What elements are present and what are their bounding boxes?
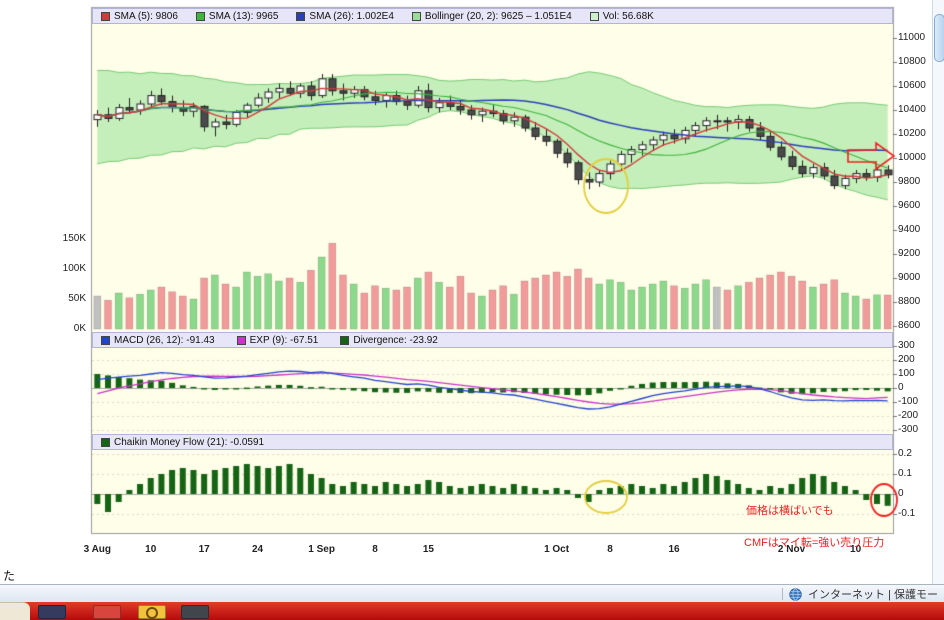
volume-swatch-icon (589, 11, 599, 21)
scrollbar-thumb[interactable] (934, 14, 944, 62)
legend-item-sma13: SMA (13): 9965 (195, 10, 279, 22)
sma26-swatch-icon (296, 11, 306, 21)
taskbar-icon-4[interactable] (181, 605, 209, 619)
macd-swatch-icon (101, 335, 110, 345)
vertical-scrollbar[interactable] (932, 0, 944, 584)
bollinger-swatch-icon (411, 11, 421, 21)
volume-legend-label: Vol: 56.68K (602, 10, 654, 22)
price-panel-legend: SMA (5): 9806 SMA (13): 9965 SMA (26): 1… (92, 8, 893, 24)
taskbar (0, 602, 944, 620)
legend-item-sma26: SMA (26): 1.002E4 (296, 11, 394, 22)
divergence-swatch-icon (340, 335, 350, 345)
background-window-corner[interactable] (0, 602, 30, 620)
macd-panel-legend: MACD (26, 12): -91.43 EXP (9): -67.51 Di… (92, 332, 893, 348)
taskbar-icon-1[interactable] (38, 605, 66, 619)
divergence-legend-label: Divergence: -23.92 (353, 334, 438, 346)
cmf-legend-label: Chaikin Money Flow (21): -0.0591 (114, 436, 265, 448)
macd-legend-label: MACD (26, 12): -91.43 (114, 334, 215, 346)
status-bar: インターネット | 保護モー (0, 584, 944, 603)
legend-item-exp: EXP (9): -67.51 (236, 334, 319, 346)
bollinger-legend-label: Bollinger (20, 2): 9625 – 1.051E4 (424, 10, 572, 22)
exp-legend-label: EXP (9): -67.51 (249, 334, 319, 346)
annotation-note-2: CMFはマイ転=強い売り圧力 (744, 537, 885, 549)
taskbar-clock-icon[interactable] (138, 605, 166, 619)
sma5-swatch-icon (101, 11, 110, 21)
status-separator (782, 588, 784, 600)
sma13-legend-label: SMA (13): 9965 (208, 10, 279, 22)
cmf-swatch-icon (101, 437, 110, 447)
legend-item-cmf: Chaikin Money Flow (21): -0.0591 (101, 437, 264, 448)
sma13-swatch-icon (195, 11, 205, 21)
status-zone-area: インターネット | 保護モー (782, 586, 944, 602)
page-text: た (3, 569, 16, 583)
internet-zone-icon (789, 587, 802, 601)
legend-item-macd: MACD (26, 12): -91.43 (101, 335, 215, 346)
legend-item-sma5: SMA (5): 9806 (101, 11, 178, 22)
legend-item-volume: Vol: 56.68K (589, 10, 654, 22)
cmf-panel-legend: Chaikin Money Flow (21): -0.0591 (92, 434, 893, 450)
sma5-legend-label: SMA (5): 9806 (114, 10, 178, 22)
legend-item-bollinger: Bollinger (20, 2): 9625 – 1.051E4 (411, 10, 572, 22)
exp-swatch-icon (236, 335, 246, 345)
sma26-legend-label: SMA (26): 1.002E4 (309, 10, 394, 22)
status-zone-label: インターネット | 保護モー (808, 589, 938, 601)
taskbar-icon-2[interactable] (93, 605, 121, 619)
annotation-note-1: 価格は横ばいでも (746, 505, 834, 517)
legend-item-divergence: Divergence: -23.92 (340, 335, 438, 346)
